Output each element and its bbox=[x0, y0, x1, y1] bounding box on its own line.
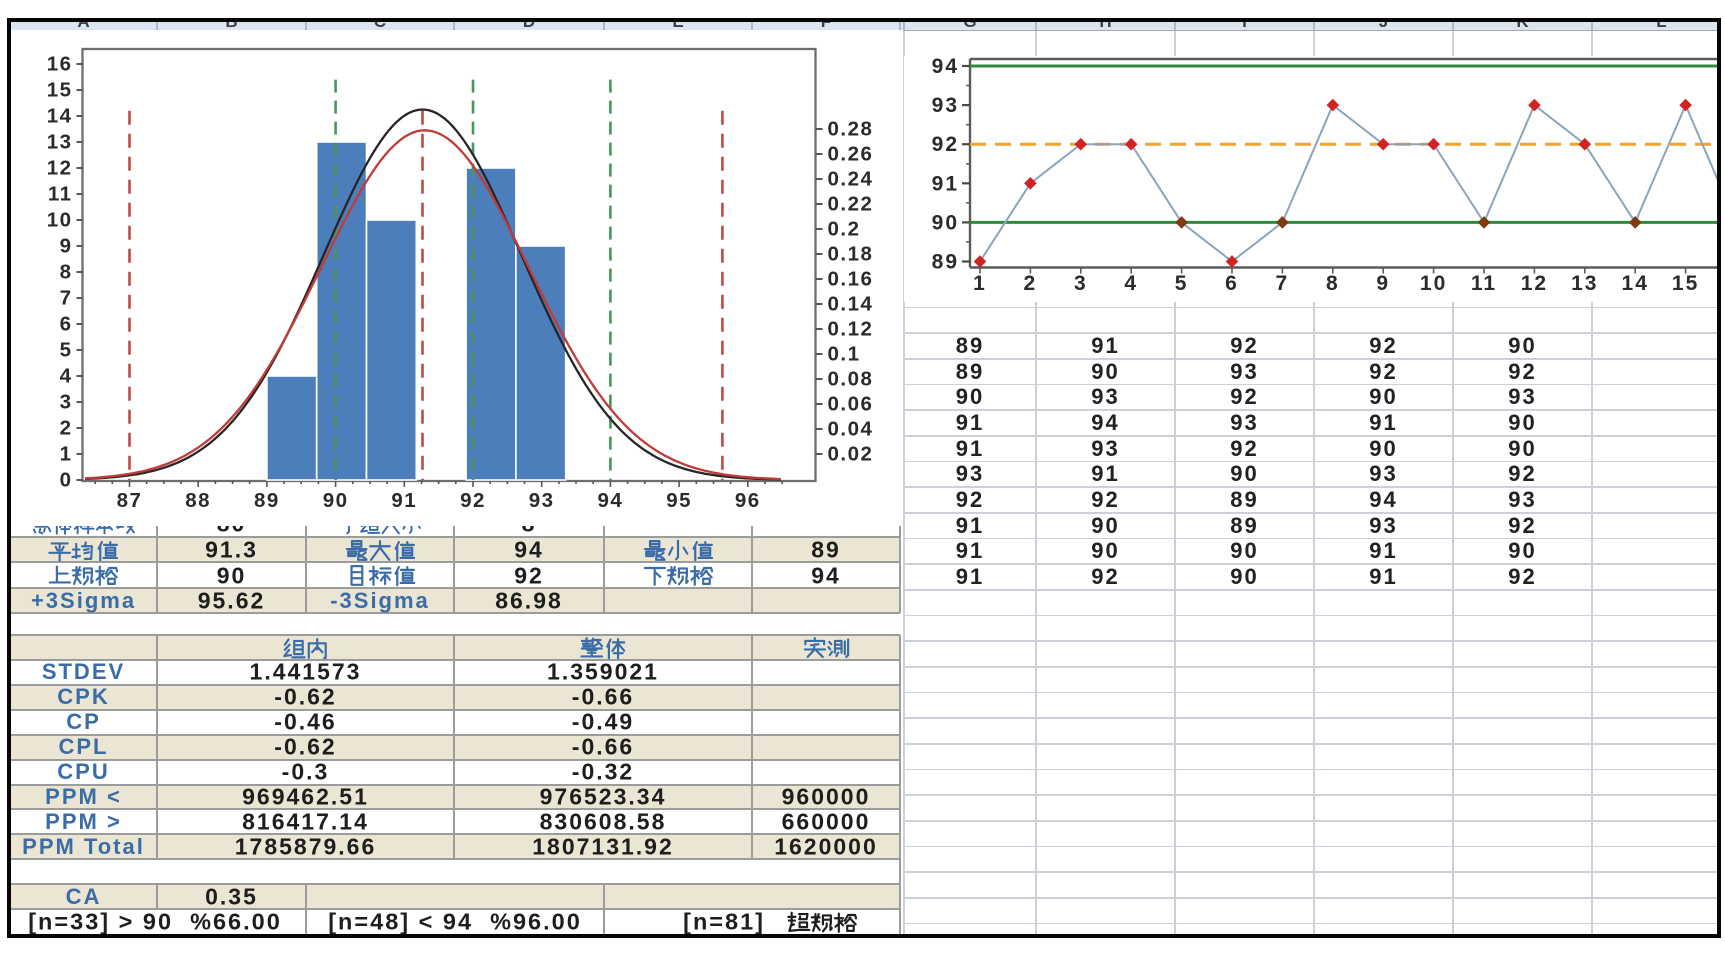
svg-text:9: 9 bbox=[1376, 272, 1390, 295]
svg-text:5: 5 bbox=[1175, 272, 1189, 295]
svg-text:1: 1 bbox=[973, 272, 987, 295]
svg-text:94: 94 bbox=[932, 56, 959, 78]
svg-text:12: 12 bbox=[46, 157, 72, 180]
svg-text:0.26: 0.26 bbox=[827, 143, 873, 166]
svg-text:3: 3 bbox=[1074, 272, 1088, 295]
svg-text:7: 7 bbox=[1276, 272, 1290, 295]
svg-text:0.06: 0.06 bbox=[827, 393, 873, 416]
svg-text:11: 11 bbox=[1471, 272, 1497, 295]
svg-text:2: 2 bbox=[59, 417, 72, 440]
svg-text:0.2: 0.2 bbox=[827, 218, 860, 241]
svg-text:0.24: 0.24 bbox=[827, 168, 873, 191]
svg-text:90: 90 bbox=[322, 489, 348, 512]
svg-text:10: 10 bbox=[1420, 272, 1447, 295]
svg-text:92: 92 bbox=[932, 133, 959, 156]
svg-text:3: 3 bbox=[59, 391, 72, 414]
svg-text:12: 12 bbox=[1521, 272, 1548, 295]
svg-text:0.12: 0.12 bbox=[827, 318, 873, 341]
svg-text:0.14: 0.14 bbox=[827, 293, 873, 316]
svg-text:6: 6 bbox=[1225, 272, 1239, 295]
svg-text:4: 4 bbox=[59, 365, 72, 388]
svg-text:0.16: 0.16 bbox=[827, 268, 873, 291]
svg-text:89: 89 bbox=[253, 489, 279, 512]
svg-text:1: 1 bbox=[59, 443, 72, 466]
svg-text:6: 6 bbox=[59, 313, 72, 336]
svg-text:89: 89 bbox=[932, 251, 959, 274]
svg-text:5: 5 bbox=[59, 339, 72, 362]
svg-text:94: 94 bbox=[597, 489, 623, 512]
svg-text:15: 15 bbox=[46, 79, 72, 102]
svg-text:0.04: 0.04 bbox=[827, 418, 873, 441]
svg-text:95: 95 bbox=[666, 489, 692, 512]
svg-text:14: 14 bbox=[1622, 272, 1649, 295]
svg-text:13: 13 bbox=[46, 131, 72, 154]
svg-text:90: 90 bbox=[932, 211, 959, 234]
svg-text:91: 91 bbox=[391, 489, 417, 512]
svg-text:93: 93 bbox=[932, 94, 959, 117]
svg-text:0.02: 0.02 bbox=[827, 443, 873, 466]
svg-text:15: 15 bbox=[1672, 272, 1699, 295]
svg-text:0.28: 0.28 bbox=[827, 118, 873, 141]
svg-text:8: 8 bbox=[59, 261, 72, 284]
svg-text:0.1: 0.1 bbox=[827, 343, 860, 366]
svg-text:11: 11 bbox=[47, 183, 72, 206]
svg-text:2: 2 bbox=[1024, 272, 1038, 295]
svg-text:87: 87 bbox=[116, 489, 142, 512]
svg-text:8: 8 bbox=[1326, 272, 1340, 295]
svg-text:96: 96 bbox=[734, 489, 760, 512]
svg-text:92: 92 bbox=[460, 489, 486, 512]
svg-text:91: 91 bbox=[932, 172, 959, 195]
svg-text:9: 9 bbox=[59, 235, 72, 258]
svg-text:0.18: 0.18 bbox=[827, 243, 873, 266]
svg-text:0: 0 bbox=[59, 469, 72, 492]
svg-text:0.08: 0.08 bbox=[827, 368, 873, 391]
svg-text:10: 10 bbox=[46, 209, 72, 232]
svg-text:14: 14 bbox=[46, 105, 72, 128]
svg-text:7: 7 bbox=[59, 287, 72, 310]
svg-text:4: 4 bbox=[1124, 272, 1138, 295]
svg-text:16: 16 bbox=[46, 53, 72, 76]
svg-text:13: 13 bbox=[1571, 272, 1598, 295]
svg-text:93: 93 bbox=[528, 489, 554, 512]
svg-text:88: 88 bbox=[185, 489, 211, 512]
svg-text:0.22: 0.22 bbox=[827, 193, 873, 216]
